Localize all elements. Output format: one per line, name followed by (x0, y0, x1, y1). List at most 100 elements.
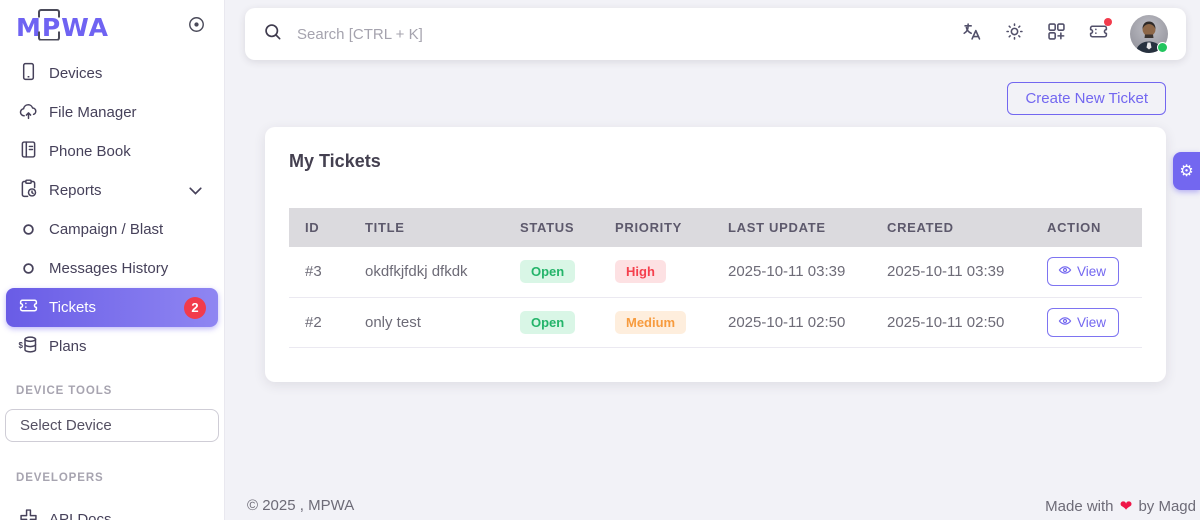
column-header-status: STATUS (504, 208, 599, 247)
global-search[interactable] (263, 22, 950, 47)
sidebar-item-plans[interactable]: $ Plans (6, 327, 218, 366)
ticket-created: 2025-10-11 02:50 (871, 297, 1031, 348)
ticket-last-update: 2025-10-11 03:39 (712, 247, 871, 298)
topbar (245, 8, 1186, 60)
notebook-icon (18, 139, 39, 164)
sidebar-item-label: Plans (49, 338, 87, 355)
language-switcher-button[interactable] (962, 21, 983, 47)
ticket-created: 2025-10-11 03:39 (871, 247, 1031, 298)
page-actions: Create New Ticket (265, 82, 1166, 115)
ticket-id: #3 (289, 247, 349, 298)
select-device-dropdown[interactable]: Select Device (5, 409, 219, 442)
sidebar-item-reports[interactable]: Reports (6, 171, 218, 210)
sidebar-item-label: Messages History (49, 260, 169, 277)
column-header-created: CREATED (871, 208, 1031, 247)
sidebar-item-messages-history[interactable]: Messages History (6, 249, 218, 288)
chevron-down-icon (185, 180, 206, 201)
view-button-label: View (1077, 314, 1107, 330)
section-label-device-tools: DEVICE TOOLS (16, 385, 113, 397)
tickets-page: Create New Ticket My Tickets ID TITLE ST… (245, 82, 1186, 382)
table-row: #2 only test Open Medium 2025-10-11 02:5… (289, 297, 1142, 348)
notification-dot (1104, 18, 1112, 26)
sidebar-item-label: Reports (49, 182, 102, 199)
column-header-priority: PRIORITY (599, 208, 712, 247)
view-ticket-button[interactable]: View (1047, 307, 1120, 337)
footer-made-with: Made with (1045, 498, 1114, 515)
circle-icon (18, 258, 39, 279)
create-new-ticket-button[interactable]: Create New Ticket (1007, 82, 1166, 115)
search-input[interactable] (297, 25, 717, 43)
heart-icon: ❤ (1119, 498, 1133, 515)
sidebar-item-campaign-blast[interactable]: Campaign / Blast (6, 210, 218, 249)
sidebar: MPWA Devices File (0, 0, 225, 520)
table-row: #3 okdfkjfdkj dfkdk Open High 2025-10-11… (289, 247, 1142, 298)
table-header-row: ID TITLE STATUS PRIORITY LAST UPDATE CRE… (289, 208, 1142, 247)
column-header-id: ID (289, 208, 349, 247)
footer: © 2025 , MPWA Made with ❤ by Magd (247, 497, 1196, 515)
ticket-title: only test (349, 297, 504, 348)
sidebar-item-label: Campaign / Blast (49, 221, 164, 238)
view-button-label: View (1077, 264, 1107, 280)
cloud-upload-icon (18, 100, 39, 125)
search-icon (263, 22, 283, 47)
sidebar-item-label: API Docs (49, 511, 112, 520)
user-avatar[interactable] (1130, 15, 1168, 53)
priority-badge: Medium (615, 310, 687, 334)
column-header-title: TITLE (349, 208, 504, 247)
sidebar-item-label: Phone Book (49, 143, 131, 160)
tickets-count-badge: 2 (184, 296, 206, 319)
api-plus-icon (18, 507, 39, 520)
svg-text:$: $ (18, 341, 23, 350)
footer-credit: Made with ❤ by Magd (1045, 497, 1196, 515)
device-icon (18, 61, 39, 86)
dollar-coins-icon: $ (18, 334, 39, 359)
ticket-icon (18, 295, 39, 320)
ticket-id: #2 (289, 297, 349, 348)
shortcuts-button[interactable] (1046, 21, 1067, 47)
tickets-table: ID TITLE STATUS PRIORITY LAST UPDATE CRE… (289, 208, 1142, 348)
footer-copyright: © 2025 , MPWA (247, 497, 355, 514)
clipboard-clock-icon (18, 178, 39, 203)
sidebar-item-label: File Manager (49, 104, 137, 121)
gear-icon: ⚙ (1179, 163, 1194, 180)
logo-row: MPWA (0, 0, 224, 50)
sun-icon (1004, 21, 1025, 47)
status-badge: Open (520, 310, 576, 334)
status-badge: Open (520, 260, 576, 284)
my-tickets-card: My Tickets ID TITLE STATUS PRIORITY LAST… (265, 127, 1166, 382)
priority-badge: High (615, 260, 666, 284)
sidebar-collapse-toggle[interactable] (187, 15, 206, 39)
sidebar-item-file-manager[interactable]: File Manager (6, 93, 218, 132)
column-header-action: ACTION (1031, 208, 1142, 247)
brand-logo[interactable]: MPWA (16, 8, 110, 42)
theme-customizer-button[interactable]: ⚙ (1173, 152, 1200, 190)
brand-name: MPWA (16, 12, 110, 42)
footer-author: by Magd (1138, 498, 1196, 515)
sidebar-nav-developers: API Docs (0, 496, 224, 520)
translate-icon (962, 21, 983, 47)
view-ticket-button[interactable]: View (1047, 257, 1120, 287)
circle-icon (18, 219, 39, 240)
theme-toggle-button[interactable] (1004, 21, 1025, 47)
sidebar-item-phone-book[interactable]: Phone Book (6, 132, 218, 171)
sidebar-nav: Devices File Manager Phone Book (0, 50, 224, 366)
main-area: Create New Ticket My Tickets ID TITLE ST… (225, 0, 1200, 520)
sidebar-item-tickets[interactable]: Tickets 2 (6, 288, 218, 327)
card-title: My Tickets (289, 151, 381, 171)
sidebar-item-label: Tickets (49, 299, 96, 316)
sidebar-item-api-docs[interactable]: API Docs (6, 500, 218, 520)
tickets-notification-button[interactable] (1088, 18, 1112, 47)
online-status-dot (1157, 42, 1168, 53)
grid-plus-icon (1046, 21, 1067, 47)
eye-icon (1058, 314, 1072, 331)
section-label-developers: DEVELOPERS (16, 472, 104, 484)
sidebar-item-devices[interactable]: Devices (6, 54, 218, 93)
ticket-last-update: 2025-10-11 02:50 (712, 297, 871, 348)
record-circle-icon (187, 15, 206, 39)
select-device-placeholder: Select Device (20, 417, 112, 434)
sidebar-item-label: Devices (49, 65, 103, 82)
topbar-icons (962, 15, 1168, 53)
eye-icon (1058, 263, 1072, 280)
ticket-title: okdfkjfdkj dfkdk (349, 247, 504, 298)
column-header-last-update: LAST UPDATE (712, 208, 871, 247)
